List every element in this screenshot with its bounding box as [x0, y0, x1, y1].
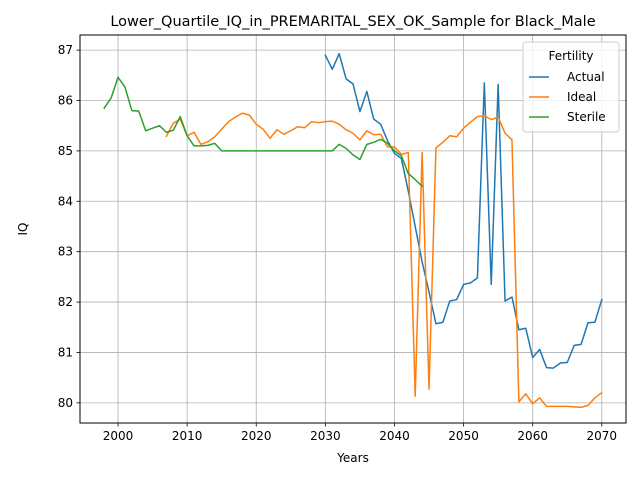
y-tick-label: 84: [58, 194, 73, 208]
x-tick-label: 2030: [310, 429, 341, 443]
x-tick-label: 2000: [103, 429, 134, 443]
legend-label-sterile: Sterile: [567, 110, 606, 124]
y-axis-label: IQ: [16, 223, 30, 236]
x-tick-label: 2040: [379, 429, 410, 443]
x-axis-label: Years: [336, 451, 369, 465]
legend: Fertility Actual Ideal Sterile: [522, 41, 620, 133]
y-tick-label: 80: [58, 396, 73, 410]
y-tick-label: 81: [58, 345, 73, 359]
y-tick-label: 82: [58, 295, 73, 309]
series-lines: [103, 52, 603, 409]
y-tick-label: 85: [58, 144, 73, 158]
x-tick-label: 2020: [241, 429, 272, 443]
x-tick-label: 2070: [587, 429, 618, 443]
series-line-ideal: [165, 112, 603, 409]
y-tick-label: 86: [58, 94, 73, 108]
grid: [80, 35, 626, 423]
legend-box: [522, 41, 620, 133]
chart-title: Lower_Quartile_IQ_in_PREMARITAL_SEX_OK_S…: [110, 14, 595, 30]
x-tick-label: 2050: [448, 429, 479, 443]
legend-items: Actual Ideal Sterile: [529, 70, 606, 124]
y-tick-label: 83: [58, 245, 73, 259]
y-tick-label: 87: [58, 43, 73, 57]
legend-title: Fertility: [548, 49, 593, 63]
legend-label-ideal: Ideal: [567, 90, 596, 104]
y-axis: 80 81 82 83 84 85 86 87: [58, 43, 80, 410]
plot-frame: [79, 34, 627, 424]
series-line-sterile: [103, 76, 424, 188]
legend-label-actual: Actual: [567, 70, 605, 84]
series-line-actual: [324, 52, 603, 369]
x-axis: 2000 2010 2020 2030 2040 2050 2060 2070: [103, 423, 617, 443]
x-tick-label: 2060: [517, 429, 548, 443]
x-tick-label: 2010: [172, 429, 203, 443]
